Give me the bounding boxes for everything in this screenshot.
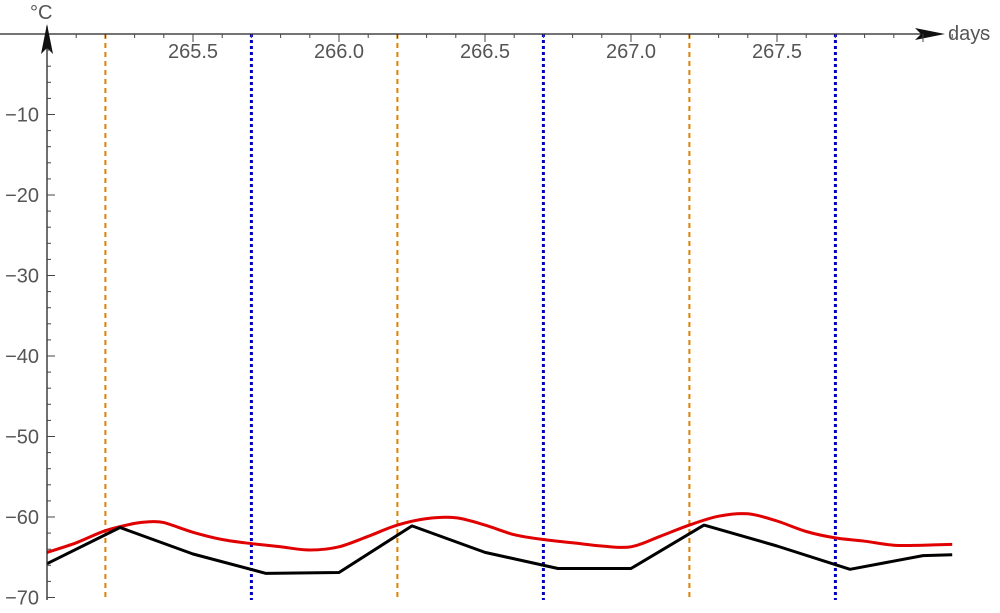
axes	[0, 24, 945, 600]
y-axis-arrow	[41, 24, 53, 54]
y-tick-label: −50	[5, 427, 39, 449]
x-tick-label: 266.5	[460, 41, 510, 63]
x-tick-label: 267.0	[606, 41, 656, 63]
x-ticks: 265.5 266.0 266.5 267.0 267.5	[75, 34, 982, 63]
x-axis-label: days	[948, 23, 990, 45]
series-line-0	[46, 512, 953, 554]
y-tick-label: −40	[5, 346, 39, 368]
series-line-1	[46, 523, 953, 575]
y-ticks: −10 −20 −30 −40 −50 −60 −70	[5, 49, 55, 610]
x-tick-label: 267.5	[752, 41, 802, 63]
x-tick-label: 266.0	[314, 41, 364, 63]
vertical-markers	[104, 34, 837, 600]
series-group	[46, 512, 953, 575]
y-tick-label: −10	[5, 105, 39, 127]
y-tick-label: −30	[5, 266, 39, 288]
y-tick-label: −20	[5, 185, 39, 207]
y-tick-label: −60	[5, 507, 39, 529]
y-axis-label: °C	[30, 2, 52, 24]
x-tick-label: 265.5	[168, 41, 218, 63]
y-tick-label: −70	[5, 588, 39, 610]
